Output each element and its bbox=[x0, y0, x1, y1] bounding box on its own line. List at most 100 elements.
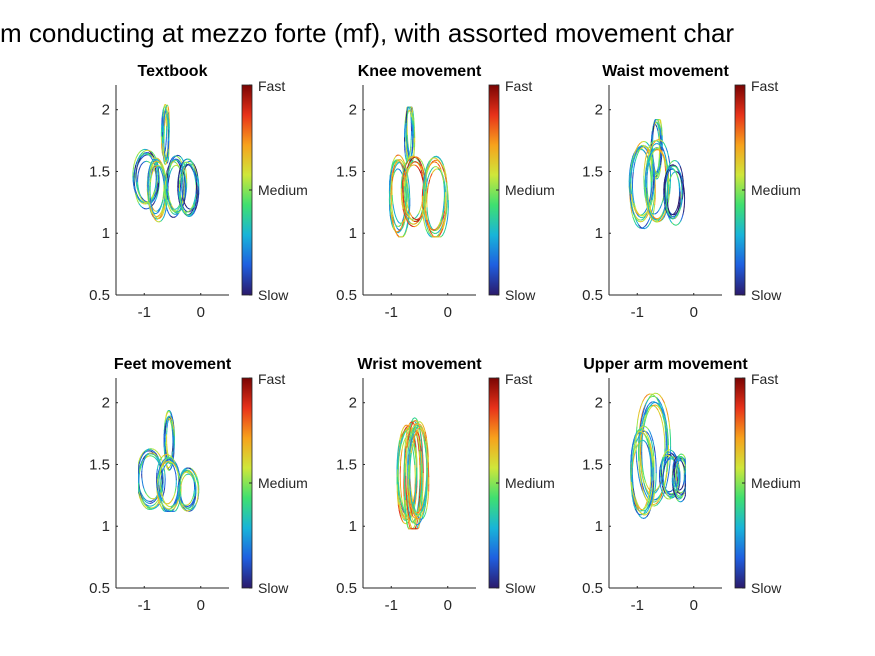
trajectory-segment bbox=[177, 193, 180, 199]
trajectory-segment bbox=[170, 162, 173, 166]
trajectory-segment bbox=[663, 178, 666, 183]
trajectory-segment bbox=[141, 458, 144, 463]
x-tick-label: 0 bbox=[444, 304, 452, 321]
trajectory-segment bbox=[396, 225, 399, 227]
trajectory-segment bbox=[151, 213, 155, 218]
trajectory-segment bbox=[634, 150, 638, 155]
trajectory-segment bbox=[663, 213, 666, 218]
trajectory-segment bbox=[401, 515, 404, 520]
trajectory-segment bbox=[165, 176, 167, 182]
subplot-title: Feet movement bbox=[114, 356, 232, 373]
trajectory-segment bbox=[647, 198, 649, 204]
trajectory-segment bbox=[156, 184, 159, 190]
trajectory-segment bbox=[442, 164, 446, 170]
trajectory-segment bbox=[647, 218, 650, 224]
trajectory-segment bbox=[406, 107, 408, 112]
trajectory-segment bbox=[668, 193, 671, 201]
trajectory-segment bbox=[161, 486, 164, 492]
trajectory-segment bbox=[443, 216, 446, 223]
trajectory-segment bbox=[658, 207, 661, 211]
trajectory-segment bbox=[423, 208, 426, 216]
trajectory-segment bbox=[193, 200, 195, 205]
subplot-title: Wrist movement bbox=[357, 356, 482, 373]
trajectory-segment bbox=[630, 201, 633, 209]
subplot-4: Feet movement -1 0 0.5 1 1.5 2 Fast Medium Slow bbox=[89, 356, 308, 614]
y-tick-label: 1 bbox=[102, 225, 110, 242]
trajectory-segment bbox=[150, 172, 153, 177]
trajectory-segment bbox=[400, 485, 402, 493]
trajectory-segment bbox=[441, 218, 444, 224]
trajectory-segment bbox=[158, 185, 160, 191]
trajectory-segment bbox=[401, 497, 403, 504]
trajectory-segment bbox=[429, 229, 432, 234]
trajectory-segment bbox=[197, 495, 199, 500]
trajectory-segment bbox=[438, 230, 442, 235]
trajectory-segment bbox=[652, 163, 654, 170]
trajectory-segment bbox=[404, 217, 406, 222]
trajectory-segment bbox=[406, 171, 409, 177]
trajectory-segment bbox=[680, 176, 683, 181]
trajectory-segment bbox=[391, 207, 394, 214]
trajectory-segment bbox=[404, 176, 406, 183]
trajectory-segment bbox=[439, 222, 442, 227]
trajectory-series bbox=[132, 104, 200, 223]
trajectory-segment bbox=[408, 209, 411, 214]
trajectory-segment bbox=[660, 123, 663, 128]
trajectory-segment bbox=[180, 204, 183, 209]
trajectory-segment bbox=[634, 158, 637, 164]
trajectory-segment bbox=[665, 168, 668, 173]
trajectory-segment bbox=[159, 497, 162, 502]
trajectory-segment bbox=[168, 198, 171, 204]
trajectory-segment bbox=[668, 156, 670, 163]
trajectory-segment bbox=[181, 172, 184, 177]
trajectory-segment bbox=[168, 170, 170, 175]
trajectory-segment bbox=[426, 167, 429, 172]
trajectory-segment bbox=[162, 171, 165, 176]
subplot-title: Textbook bbox=[138, 63, 208, 80]
trajectory-segment bbox=[443, 178, 446, 184]
trajectory-segment bbox=[137, 155, 141, 160]
trajectory-segment bbox=[139, 495, 143, 501]
trajectory-segment bbox=[391, 215, 394, 220]
trajectory-segment bbox=[646, 156, 649, 163]
trajectory-segment bbox=[151, 171, 154, 176]
trajectory-segment bbox=[403, 431, 406, 436]
trajectory-segment bbox=[194, 198, 196, 203]
trajectory-segment bbox=[417, 167, 420, 171]
trajectory-segment bbox=[166, 192, 168, 197]
trajectory-segment bbox=[151, 205, 153, 211]
trajectory-segment bbox=[660, 143, 663, 148]
trajectory-segment bbox=[134, 173, 136, 179]
trajectory-segment bbox=[649, 219, 653, 224]
trajectory-segment bbox=[681, 214, 684, 219]
trajectory-segment bbox=[402, 208, 405, 215]
trajectory-segment bbox=[408, 151, 410, 156]
trajectory-segment bbox=[166, 206, 168, 211]
trajectory-segment bbox=[142, 461, 145, 466]
trajectory-segment bbox=[158, 471, 160, 476]
colorbar-label-medium: Medium bbox=[258, 182, 308, 198]
trajectory-segment bbox=[167, 204, 170, 209]
trajectory-segment bbox=[196, 479, 198, 484]
trajectory-segment bbox=[633, 153, 636, 159]
trajectory-segment bbox=[427, 232, 430, 237]
trajectory-segment bbox=[405, 214, 408, 220]
trajectory-segment bbox=[153, 200, 156, 205]
trajectory-segment bbox=[394, 212, 397, 217]
trajectory-segment bbox=[389, 214, 392, 221]
trajectory-segment bbox=[194, 173, 197, 179]
trajectory-segment bbox=[666, 175, 668, 180]
trajectory-segment bbox=[392, 216, 395, 222]
trajectory-segment bbox=[683, 206, 685, 212]
trajectory-segment bbox=[163, 179, 165, 185]
trajectory-segment bbox=[419, 218, 423, 223]
trajectory-segment bbox=[629, 164, 632, 171]
trajectory-segment bbox=[682, 176, 684, 182]
trajectory-segment bbox=[646, 160, 649, 166]
trajectory-segment bbox=[193, 166, 196, 171]
trajectory-segment bbox=[659, 166, 662, 171]
trajectory-segment bbox=[415, 492, 417, 499]
trajectory-segment bbox=[667, 184, 669, 189]
trajectory-segment bbox=[156, 166, 158, 172]
trajectory-segment bbox=[134, 165, 137, 171]
